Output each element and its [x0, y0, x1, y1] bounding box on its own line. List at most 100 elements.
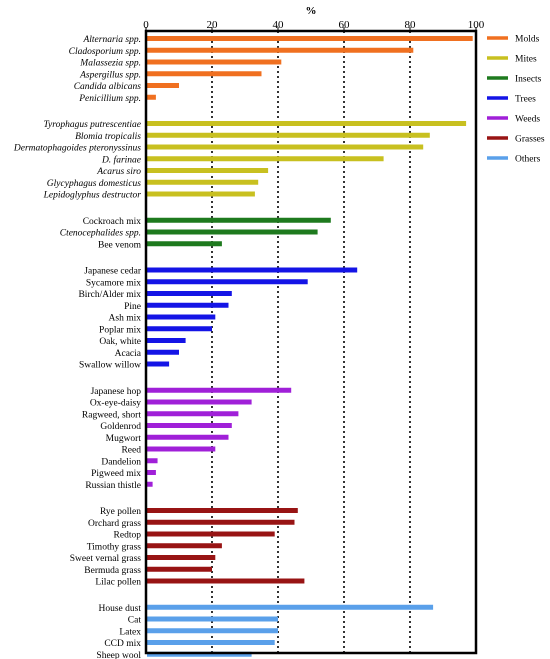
- bar-blomia-tropicalis: [147, 132, 430, 138]
- category-label-orchard-grass: Orchard grass: [88, 519, 141, 529]
- category-label-russian-thistle: Russian thistle: [85, 481, 141, 491]
- bar-dermatophagoides-pteronyssinus: [147, 144, 424, 150]
- category-label-cat: Cat: [128, 616, 142, 626]
- x-tick-label: 80: [405, 19, 417, 31]
- bar-cat: [147, 616, 278, 622]
- x-tick-label: 40: [273, 19, 285, 31]
- category-label-mugwort: Mugwort: [106, 434, 142, 444]
- legend-label-grasses: Grasses: [515, 135, 545, 145]
- x-axis-label: %: [306, 5, 317, 17]
- bar-rye-pollen: [147, 508, 298, 513]
- x-tick-label: 0: [143, 19, 149, 31]
- category-label-bee-venom: Bee venom: [98, 240, 142, 250]
- category-label-malassezia-spp: Malassezia spp.: [79, 59, 141, 69]
- category-label-alternaria-spp: Alternaria spp.: [82, 35, 141, 45]
- category-label-d-farinae: D. farinae: [101, 154, 141, 165]
- category-label-glycyphagus-domesticus: Glycyphagus domesticus: [47, 179, 141, 189]
- category-label-lilac-pollen: Lilac pollen: [95, 578, 141, 588]
- bar-cladosporium-spp: [147, 47, 414, 53]
- category-label-ctenocephalides-spp: Ctenocephalides spp.: [60, 229, 141, 239]
- gridlines: [211, 31, 411, 653]
- x-tick-label: 100: [468, 19, 485, 31]
- category-label-sycamore-mix: Sycamore mix: [86, 278, 141, 288]
- category-label-dandelion: Dandelion: [101, 457, 141, 467]
- category-label-tyrophagus-putrescentiae: Tyrophagus putrescentiae: [43, 120, 141, 130]
- bar-acarus-siro: [147, 168, 269, 173]
- category-label-oak-white: Oak, white: [99, 337, 141, 347]
- legend-label-weeds: Weeds: [515, 115, 540, 125]
- category-label-goldenrod: Goldenrod: [100, 422, 141, 432]
- bar-timothy-grass: [147, 543, 222, 549]
- x-tick-label: 60: [339, 19, 351, 31]
- bar-poplar-mix: [147, 326, 212, 332]
- bar-oak-white: [147, 338, 186, 343]
- bar-sweet-vernal-grass: [147, 555, 216, 560]
- category-label-pine: Pine: [124, 302, 141, 312]
- category-label-rye-pollen: Rye pollen: [100, 507, 141, 517]
- category-label-lepidoglyphus-destructor: Lepidoglyphus destructor: [43, 191, 142, 201]
- bar-orchard-grass: [147, 519, 295, 525]
- legend-label-molds: Molds: [515, 35, 540, 45]
- x-tick-label: 20: [207, 19, 219, 31]
- bar-alternaria-spp: [147, 36, 473, 41]
- legend-label-others: Others: [515, 155, 541, 165]
- category-label-latex: Latex: [119, 627, 141, 637]
- bar-ox-eye-daisy: [147, 399, 252, 405]
- bar-malassezia-spp: [147, 59, 282, 65]
- category-label-sweet-vernal-grass: Sweet vernal grass: [70, 554, 142, 564]
- bar-ctenocephalides-spp: [147, 229, 318, 235]
- x-axis-ticks: 0 20 40 60 80 100: [143, 19, 485, 31]
- category-label-pigweed-mix: Pigweed mix: [91, 469, 141, 479]
- bar-reed: [147, 446, 216, 452]
- bar-aspergillus-spp: [147, 71, 262, 77]
- y-axis-labels: Alternaria spp. Cladosporium spp. Malassez…: [13, 35, 142, 659]
- bar-acacia: [147, 349, 179, 355]
- bar-sycamore-mix: [147, 279, 308, 285]
- bar-house-dust: [147, 604, 434, 610]
- bar-penicillium-spp: [147, 94, 156, 100]
- bar-candida-albicans: [147, 83, 179, 88]
- legend-label-mites: Mites: [515, 55, 537, 65]
- category-label-timothy-grass: Timothy grass: [87, 542, 142, 552]
- bar-dandelion: [147, 458, 158, 464]
- category-label-penicillium-spp: Penicillium spp.: [78, 94, 141, 104]
- category-label-acarus-siro: Acarus siro: [96, 167, 141, 177]
- category-label-poplar-mix: Poplar mix: [99, 325, 141, 335]
- category-label-dermatophagoides-pteronyssinus: Dermatophagoides pteronyssinus: [13, 144, 141, 154]
- category-label-redtop: Redtop: [114, 531, 142, 541]
- category-label-blomia-tropicalis: Blomia tropicalis: [75, 132, 141, 142]
- bar-lepidoglyphus-destructor: [147, 191, 255, 197]
- bar-russian-thistle: [147, 481, 153, 487]
- category-label-candida-albicans: Candida albicans: [74, 82, 142, 92]
- category-label-ash-mix: Ash mix: [109, 314, 142, 324]
- category-label-birch-alder-mix: Birch/Alder mix: [78, 290, 141, 300]
- category-label-aspergillus-spp: Aspergillus spp.: [79, 70, 141, 80]
- bar-glycyphagus-domesticus: [147, 179, 259, 185]
- category-label-cladosporium-spp: Cladosporium spp.: [69, 47, 141, 57]
- category-label-bermuda-grass: Bermuda grass: [84, 566, 141, 576]
- bar-japanese-hop: [147, 387, 292, 393]
- plot-frame: [144, 29, 478, 655]
- category-label-reed: Reed: [121, 446, 141, 456]
- category-label-sheep-wool: Sheep wool: [96, 651, 141, 659]
- bar-japanese-cedar: [147, 267, 358, 273]
- legend-label-trees: Trees: [515, 95, 536, 105]
- bar-lilac-pollen: [147, 578, 305, 584]
- category-label-japanese-hop: Japanese hop: [91, 387, 142, 397]
- bar-ragweed-short: [147, 411, 239, 417]
- bar-ash-mix: [147, 314, 216, 320]
- bar-tyrophagus-putrescentiae: [147, 121, 467, 126]
- category-label-acacia: Acacia: [115, 349, 142, 359]
- category-label-swallow-willow: Swallow willow: [79, 361, 141, 371]
- legend: Molds Mites Insects Trees Weeds Grasses Others: [487, 35, 545, 165]
- bar-d-farinae: [147, 156, 384, 162]
- bar-latex: [147, 628, 278, 634]
- bar-series: [147, 36, 473, 657]
- bar-goldenrod: [147, 423, 232, 428]
- category-label-ccd-mix: CCD mix: [104, 639, 141, 649]
- bar-pine: [147, 302, 229, 308]
- legend-label-insects: Insects: [515, 75, 542, 85]
- bar-mugwort: [147, 434, 229, 440]
- bar-pigweed-mix: [147, 470, 156, 475]
